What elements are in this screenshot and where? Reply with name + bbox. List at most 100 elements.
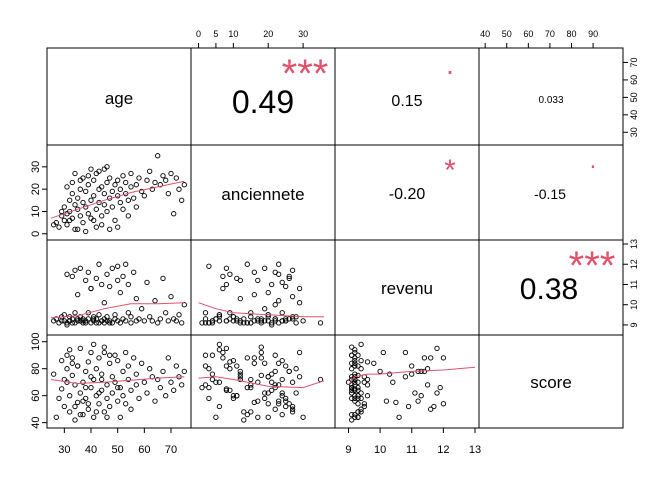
point-revenu-score-31 — [352, 387, 358, 393]
point-age-anciennete-90 — [115, 224, 121, 230]
point-anciennete-revenu-59 — [262, 306, 268, 312]
point-anciennete-revenu-68 — [279, 310, 285, 316]
tick-label-score-40: 40 — [30, 417, 42, 429]
point-anciennete-revenu-87 — [300, 318, 306, 324]
diag-label-age: age — [105, 89, 133, 108]
corr-stars-age-anciennete: *** — [282, 52, 329, 96]
point-age-anciennete-25 — [91, 193, 97, 199]
point-age-anciennete-36 — [104, 208, 110, 215]
point-revenu-score-27 — [418, 393, 424, 399]
point-revenu-score-88 — [431, 403, 437, 410]
point-age-anciennete-28 — [93, 224, 99, 230]
point-anciennete-revenu-81 — [216, 314, 223, 320]
point-anciennete-score-89 — [296, 374, 303, 380]
point-anciennete-revenu-30 — [244, 261, 250, 267]
tick-label-revenu-9: 9 — [345, 444, 351, 456]
tick-label-age-40: 40 — [629, 110, 639, 120]
point-age-score-61 — [144, 390, 150, 396]
point-age-anciennete-85 — [85, 173, 91, 179]
point-age-score-32 — [99, 371, 105, 377]
point-anciennete-score-41 — [272, 352, 278, 358]
point-anciennete-score-42 — [216, 379, 223, 385]
point-anciennete-revenu-61 — [279, 279, 285, 286]
point-age-score-82 — [99, 376, 105, 383]
point-age-score-18 — [80, 379, 86, 385]
point-revenu-score-52 — [409, 363, 415, 369]
point-anciennete-score-77 — [230, 357, 237, 364]
point-age-score-79 — [75, 363, 81, 369]
point-revenu-score-34 — [349, 344, 355, 350]
point-age-revenu-60 — [141, 318, 147, 324]
point-age-score-8 — [67, 393, 73, 399]
point-anciennete-revenu-43 — [255, 277, 261, 284]
tick-label-age-50: 50 — [629, 92, 639, 102]
point-age-revenu-67 — [160, 275, 166, 282]
point-age-anciennete-92 — [69, 179, 75, 186]
point-age-anciennete-6 — [64, 222, 70, 228]
point-anciennete-score-73 — [265, 374, 271, 380]
point-anciennete-revenu-13 — [251, 291, 257, 298]
point-anciennete-score-56 — [272, 382, 278, 388]
point-anciennete-revenu-40 — [262, 265, 268, 271]
point-anciennete-score-62 — [293, 366, 299, 372]
point-age-revenu-62 — [147, 314, 153, 320]
point-anciennete-score-75 — [272, 368, 278, 375]
point-age-score-60 — [141, 379, 147, 385]
point-age-anciennete-76 — [51, 222, 57, 228]
point-age-revenu-86 — [96, 320, 102, 326]
point-anciennete-revenu-93 — [283, 318, 289, 324]
point-revenu-score-69 — [352, 355, 358, 361]
point-age-anciennete-91 — [64, 184, 70, 190]
point-age-anciennete-47 — [120, 173, 126, 179]
point-age-score-90 — [115, 384, 121, 391]
point-anciennete-revenu-60 — [255, 318, 261, 324]
point-anciennete-score-76 — [209, 371, 216, 377]
point-revenu-score-75 — [377, 368, 383, 375]
point-anciennete-score-9 — [220, 355, 226, 361]
point-anciennete-score-68 — [279, 393, 285, 399]
point-age-score-22 — [85, 406, 91, 412]
point-age-anciennete-13 — [75, 195, 81, 201]
point-anciennete-score-15 — [223, 345, 230, 352]
point-age-revenu-64 — [152, 298, 158, 304]
point-anciennete-score-93 — [283, 398, 289, 404]
point-revenu-score-44 — [352, 357, 358, 364]
corr-stars-anciennete-revenu: * — [444, 154, 456, 187]
point-anciennete-score-8 — [230, 393, 237, 399]
point-age-score-42 — [112, 379, 118, 385]
point-revenu-score-16 — [358, 390, 364, 396]
point-revenu-score-11 — [349, 417, 355, 423]
point-age-score-69 — [165, 355, 171, 361]
point-age-revenu-90 — [115, 263, 121, 269]
point-anciennete-score-81 — [216, 341, 223, 348]
point-age-score-49 — [123, 349, 129, 356]
point-anciennete-score-5 — [227, 366, 233, 372]
point-age-score-26 — [91, 376, 97, 383]
corr-value-age-anciennete: 0.49 — [232, 84, 294, 120]
tick-label-revenu-12: 12 — [629, 259, 639, 269]
point-age-anciennete-27 — [93, 206, 99, 212]
point-age-revenu-54 — [128, 314, 134, 320]
tick-label-anciennete-30: 30 — [30, 161, 42, 173]
point-anciennete-revenu-47 — [286, 273, 292, 280]
point-age-anciennete-35 — [104, 179, 110, 186]
point-age-anciennete-42 — [112, 217, 118, 224]
point-age-revenu-9 — [69, 273, 75, 280]
point-age-revenu-75 — [181, 302, 187, 308]
point-age-anciennete-73 — [176, 186, 182, 192]
point-age-score-36 — [104, 395, 110, 402]
point-age-anciennete-70 — [168, 170, 174, 177]
diag-label-revenu: revenu — [381, 279, 433, 298]
point-age-score-15 — [77, 345, 83, 352]
point-anciennete-score-34 — [258, 344, 264, 350]
point-age-score-88 — [72, 403, 78, 410]
point-age-anciennete-72 — [173, 175, 179, 181]
point-anciennete-score-55 — [251, 355, 257, 361]
point-anciennete-revenu-33 — [241, 316, 247, 322]
tick-label-anciennete-0: 0 — [30, 231, 42, 237]
point-age-score-83 — [107, 352, 113, 358]
point-revenu-score-87 — [352, 414, 358, 420]
tick-label-revenu-11: 11 — [629, 280, 639, 289]
point-age-anciennete-56 — [133, 182, 139, 188]
point-revenu-score-55 — [428, 355, 434, 361]
